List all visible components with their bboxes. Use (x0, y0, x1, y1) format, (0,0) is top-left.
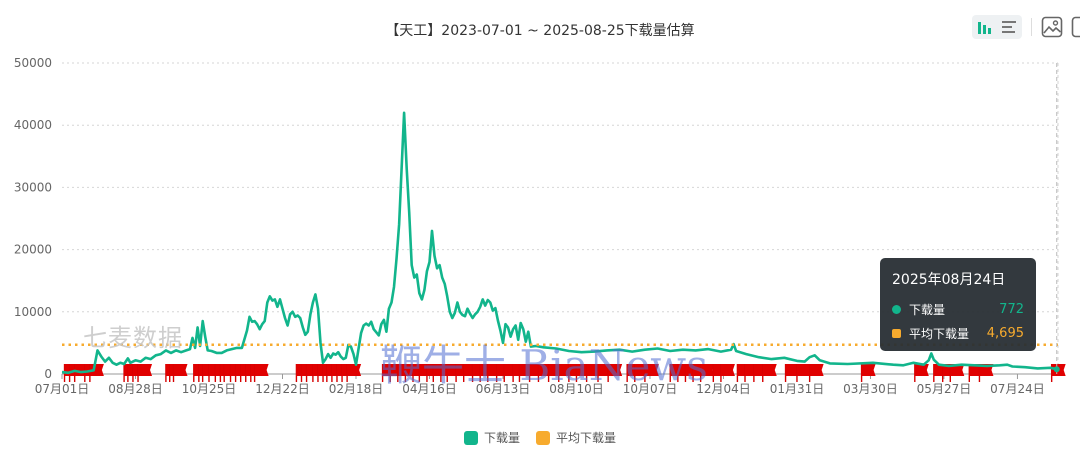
x-tick-label: 12月22日 (255, 382, 310, 396)
event-flag-icon[interactable] (644, 364, 659, 382)
bar-chart-icon[interactable] (976, 18, 994, 36)
legend-item-downloads[interactable]: 下载量 (463, 429, 520, 446)
event-flag-icon[interactable] (914, 364, 929, 382)
event-flag-icon[interactable] (585, 364, 601, 382)
x-tick-label: 10月07日 (623, 382, 678, 396)
event-flag-icon[interactable] (1050, 364, 1066, 382)
event-flag-icon[interactable] (172, 364, 188, 382)
x-tick-label: 07月01日 (35, 382, 90, 396)
event-flag-icon[interactable] (808, 364, 824, 382)
x-tick-label: 08月28日 (108, 382, 163, 396)
toolbar-divider (1031, 18, 1032, 36)
chart-type-switch (972, 15, 1022, 39)
y-tick-label: 20000 (14, 243, 52, 257)
x-tick-label: 12月04日 (696, 382, 751, 396)
event-flag-icon[interactable] (253, 364, 269, 382)
hover-point (1053, 366, 1060, 373)
event-flag-icon[interactable] (89, 364, 104, 382)
downloads-line (61, 111, 1057, 375)
event-flag-icon[interactable] (796, 364, 811, 382)
tooltip-label: 平均下载量 (909, 326, 970, 341)
y-tick-label: 40000 (14, 118, 52, 132)
x-tick-label: 02月18日 (329, 382, 384, 396)
tooltip-row-average: 平均下载量 4,695 (892, 321, 1024, 345)
x-tick-label: 03月30日 (843, 382, 898, 396)
event-flag-icon[interactable] (346, 364, 362, 382)
y-tick-label: 10000 (14, 305, 52, 319)
event-flag-icon[interactable] (860, 364, 876, 382)
y-tick-label: 50000 (14, 56, 52, 70)
tooltip-value: 772 (999, 301, 1024, 317)
save-image-icon[interactable] (1041, 16, 1063, 38)
event-flag-icon[interactable] (699, 364, 715, 382)
x-tick-label: 04月16日 (402, 382, 457, 396)
legend-item-average[interactable]: 平均下载量 (536, 429, 616, 446)
x-tick-label: 08月10日 (549, 382, 604, 396)
list-icon[interactable] (1000, 18, 1018, 36)
legend-swatch-icon (463, 430, 478, 445)
event-flag-icon[interactable] (137, 364, 153, 382)
x-tick-label: 01月31日 (770, 382, 825, 396)
tooltip-label: 下载量 (909, 302, 946, 317)
x-tick-label: 07月24日 (990, 382, 1045, 396)
chart-tooltip: 2025年08月24日 下载量 772 平均下载量 4,695 (880, 258, 1036, 351)
x-tick-label: 10月25日 (182, 382, 237, 396)
x-tick-label: 05月27日 (917, 382, 972, 396)
tooltip-date: 2025年08月24日 (892, 272, 1006, 288)
legend-swatch-icon (536, 430, 550, 445)
tooltip-row-downloads: 下载量 772 (892, 297, 1024, 321)
watermark-qimai: 七麦数据 (83, 324, 183, 352)
y-tick-label: 0 (44, 367, 52, 381)
event-flag-icon[interactable] (762, 364, 777, 382)
legend-dot-icon (892, 328, 901, 338)
event-flag-icon[interactable] (784, 364, 800, 382)
legend-label: 下载量 (483, 431, 520, 445)
event-flag-icon[interactable] (720, 364, 735, 382)
x-tick-label: 06月13日 (476, 382, 531, 396)
chart-legend: 下载量 平均下载量 (0, 429, 1080, 446)
legend-dot-icon (892, 304, 901, 314)
y-tick-label: 30000 (14, 180, 52, 194)
legend-label: 平均下载量 (556, 431, 617, 445)
watermark-bianews: 鞭牛士 BiaNews (380, 341, 708, 390)
export-icon[interactable] (1071, 16, 1080, 38)
event-flag-icon[interactable] (607, 364, 623, 382)
chart-title: 【天工】2023-07-01 ~ 2025-08-25下载量估算 (385, 23, 695, 39)
tooltip-value: 4,695 (986, 325, 1024, 341)
chart-toolbar (972, 15, 1080, 39)
